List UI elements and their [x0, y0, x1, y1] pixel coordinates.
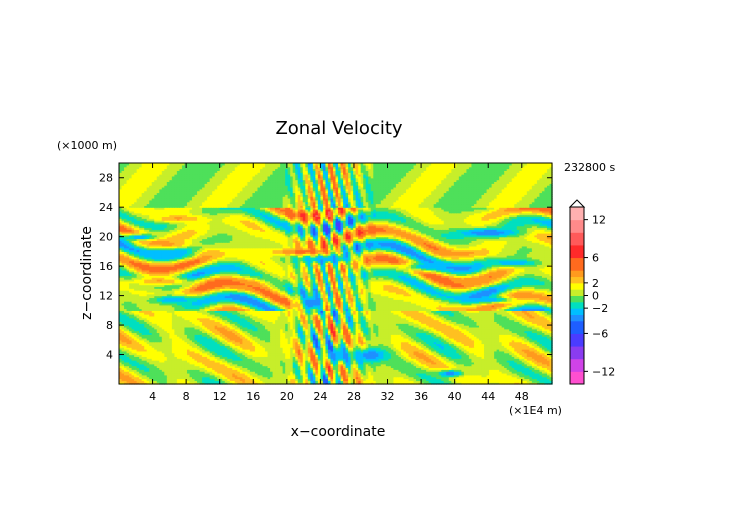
chart-title: Zonal Velocity	[275, 118, 402, 139]
time-label: 232800 s	[564, 161, 615, 174]
heatmap-field	[119, 163, 553, 385]
y-unit-label: (×1000 m)	[57, 139, 117, 152]
